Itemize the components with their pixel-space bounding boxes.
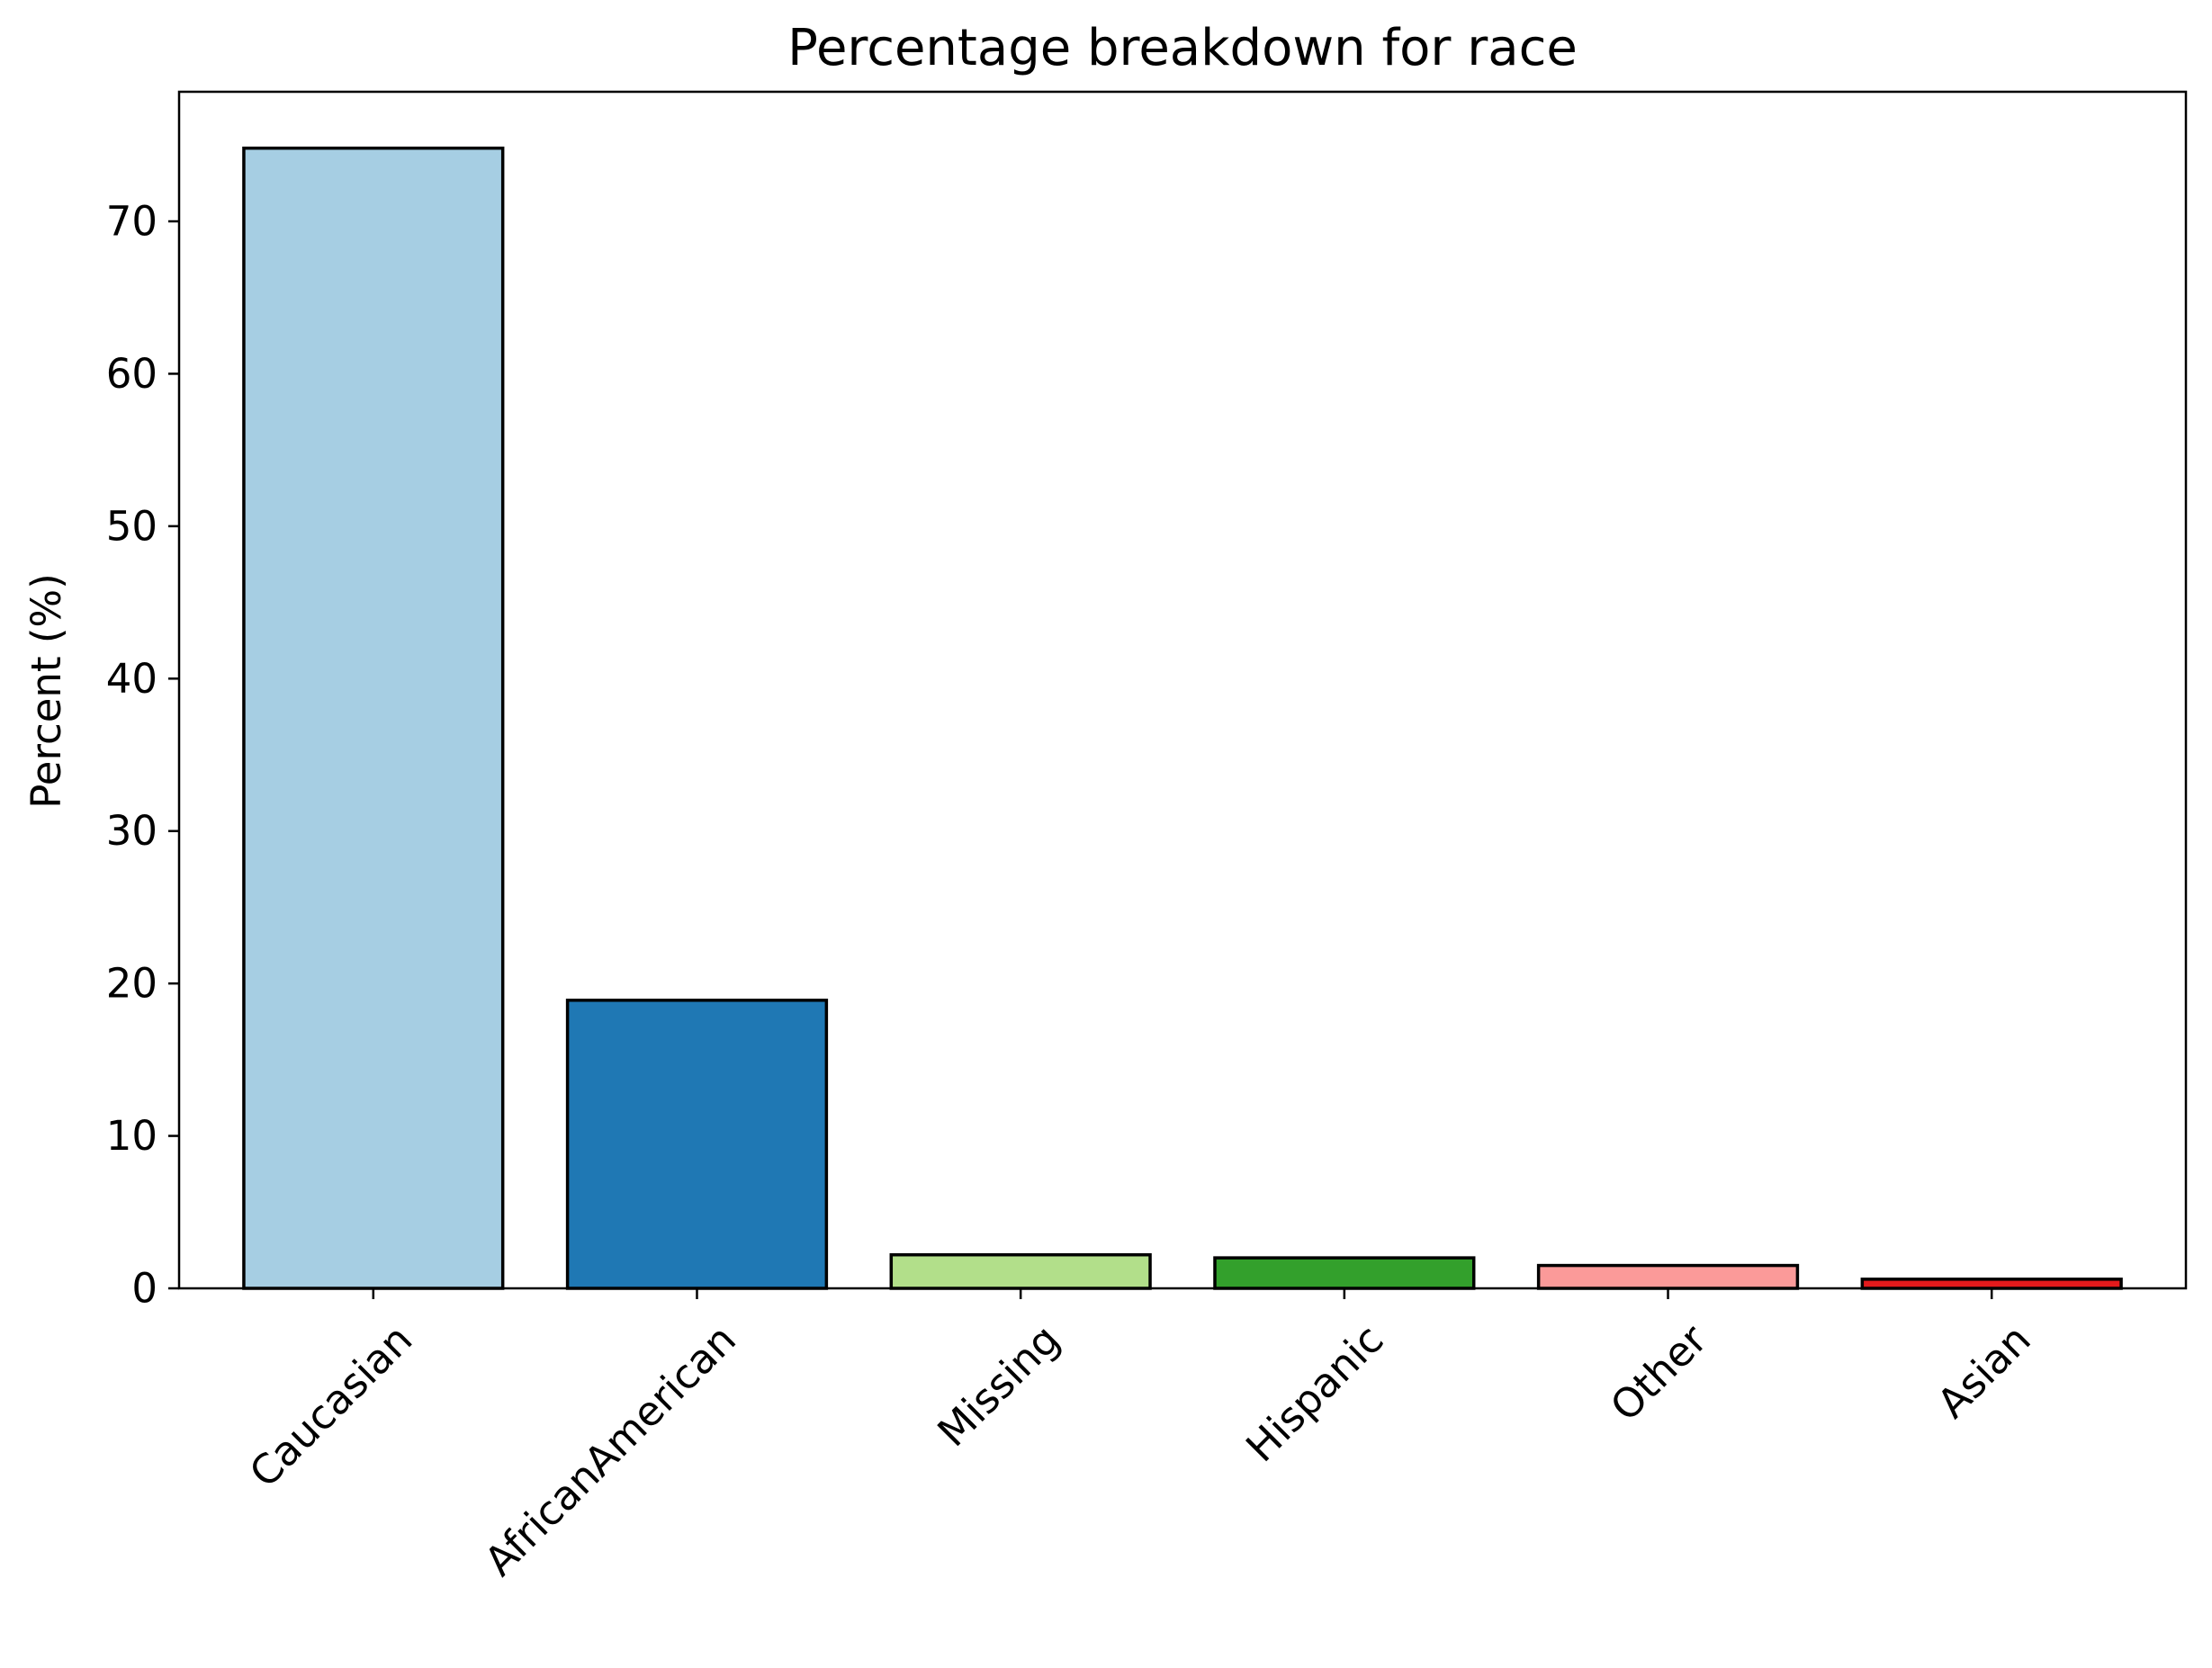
bar-caucasian <box>242 146 505 1290</box>
bar-missing <box>889 1252 1152 1290</box>
x-tick-label: Missing <box>929 1315 1069 1456</box>
x-tick-label: Caucasian <box>240 1315 421 1496</box>
chart-title: Percentage breakdown for race <box>787 19 1578 77</box>
y-tick-label: 10 <box>106 1112 157 1160</box>
y-axis-label: Percent (%) <box>22 573 70 809</box>
bar-asian <box>1860 1278 2123 1290</box>
y-tick-label: 70 <box>106 198 157 246</box>
bar-africanamerican <box>565 999 829 1290</box>
bars-group <box>242 146 2123 1290</box>
y-tick-label: 50 <box>106 502 157 550</box>
y-tick-label: 30 <box>106 807 157 855</box>
x-tick-label: AfricanAmerican <box>475 1315 745 1585</box>
y-tick-label: 0 <box>131 1265 157 1313</box>
y-tick-label: 40 <box>106 655 157 703</box>
y-axis-ticks: 0 10 20 30 40 50 60 70 <box>106 198 179 1313</box>
y-tick-label: 20 <box>106 960 157 1008</box>
bar-other <box>1536 1263 1800 1290</box>
x-tick-label: Hispanic <box>1236 1315 1392 1471</box>
x-tick-label: Asian <box>1928 1315 2039 1427</box>
plot-frame <box>177 90 2188 1290</box>
bar-hispanic <box>1213 1256 1476 1290</box>
y-tick-label: 60 <box>106 350 157 398</box>
x-tick-label: Other <box>1601 1315 1716 1430</box>
x-axis-ticks: Caucasian AfricanAmerican Missing Hispanic O… <box>240 1288 2040 1585</box>
